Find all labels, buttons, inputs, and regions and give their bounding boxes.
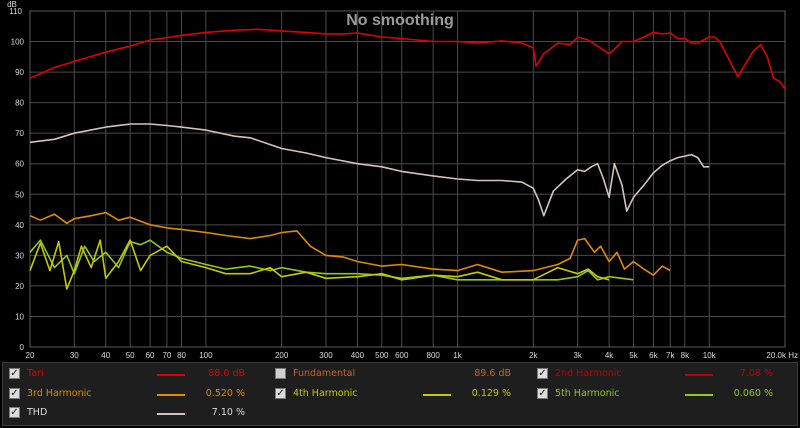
frequency-response-plot[interactable]: 0 10 20 30 40 50 60 70 80 90 100 110 20 30 40 50 60 70 80 1… [0, 0, 800, 362]
y-axis-unit: dB [7, 0, 17, 9]
legend-panel: ✓ Tari 88.0 dB Fundamental 89.6 dB ✓ 2nd Harmo… [2, 362, 798, 426]
x-tick-label: 200 [275, 351, 289, 360]
x-tick-label: 6k [649, 351, 658, 360]
legend-item-4th-harmonic: ✓ 4th Harmonic 0.129 % [275, 386, 525, 404]
legend-checkbox-tari[interactable]: ✓ [9, 368, 20, 379]
series-line-5th-harmonic [29, 239, 634, 281]
legend-label: 2nd Harmonic [555, 368, 622, 379]
x-tick-label: 7k [666, 351, 675, 360]
legend-swatch [685, 374, 713, 376]
y-tick-label: 0 [20, 343, 25, 352]
series-line-4th-harmonic [29, 239, 610, 290]
x-tick-label: 400 [351, 351, 365, 360]
x-tick-label: 2k [529, 351, 538, 360]
legend-value: 88.0 dB [208, 368, 245, 379]
x-tick-label: 40 [101, 351, 110, 360]
x-tick-label: 20 [26, 351, 35, 360]
legend-label: 4th Harmonic [293, 388, 358, 399]
chart-svg: 0 10 20 30 40 50 60 70 80 90 100 110 20 30 40 50 60 70 80 1… [7, 0, 798, 360]
chart-title: No smoothing [346, 12, 454, 29]
legend-swatch [157, 374, 185, 376]
y-tick-label: 40 [15, 221, 24, 230]
x-tick-label: 20.0k Hz [766, 351, 798, 360]
legend-value: 7.08 % [739, 368, 773, 379]
x-tick-label: 50 [126, 351, 135, 360]
legend-label: 5th Harmonic [555, 388, 620, 399]
legend-item-2nd-harmonic: ✓ 2nd Harmonic 7.08 % [537, 366, 787, 384]
legend-value: 0.520 % [205, 388, 245, 399]
x-tick-label: 3k [573, 351, 582, 360]
legend-item-tari: ✓ Tari 88.0 dB [9, 366, 259, 384]
legend-checkbox-5th-harmonic[interactable]: ✓ [537, 388, 548, 399]
y-tick-label: 10 [15, 312, 24, 321]
legend-swatch [423, 394, 451, 396]
y-tick-label: 70 [15, 129, 24, 138]
series-line-tari [29, 28, 786, 90]
y-tick-label: 90 [15, 68, 24, 77]
x-tick-label: 800 [427, 351, 441, 360]
legend-checkbox-3rd-harmonic[interactable]: ✓ [9, 388, 20, 399]
y-tick-label: 20 [15, 282, 24, 291]
y-tick-label: 60 [15, 160, 24, 169]
legend-label: Tari [27, 368, 44, 379]
x-tick-label: 8k [681, 351, 690, 360]
legend-checkbox-4th-harmonic[interactable]: ✓ [275, 388, 286, 399]
y-tick-label: 50 [15, 190, 24, 199]
x-tick-label: 600 [395, 351, 409, 360]
legend-value: 7.10 % [211, 407, 245, 418]
plot-border [29, 10, 786, 348]
y-tick-label: 30 [15, 251, 24, 260]
legend-checkbox-2nd-harmonic[interactable]: ✓ [537, 368, 548, 379]
legend-item-thd: ✓ THD 7.10 % [9, 405, 259, 423]
legend-label: Fundamental [293, 368, 356, 379]
x-tick-label: 300 [319, 351, 333, 360]
x-tick-label: 60 [146, 351, 155, 360]
legend-checkbox-thd[interactable]: ✓ [9, 407, 20, 418]
legend-checkbox-fundamental[interactable] [275, 368, 286, 379]
x-tick-label: 80 [177, 351, 186, 360]
series-line-3rd-harmonic [29, 211, 671, 277]
legend-swatch [157, 394, 185, 396]
legend-swatch [685, 394, 713, 396]
x-tick-label: 10k [703, 351, 717, 360]
series-line-thd [29, 123, 710, 217]
legend-value: 0.060 % [733, 388, 773, 399]
x-tick-label: 30 [70, 351, 79, 360]
x-tick-label: 1k [453, 351, 462, 360]
legend-label: THD [27, 407, 48, 418]
y-tick-label: 110 [9, 7, 22, 16]
x-tick-label: 5k [629, 351, 638, 360]
legend-label: 3rd Harmonic [27, 388, 92, 399]
legend-value: 89.6 dB [474, 368, 511, 379]
legend-item-fundamental: Fundamental 89.6 dB [275, 366, 525, 384]
x-tick-label: 100 [199, 351, 213, 360]
legend-item-3rd-harmonic: ✓ 3rd Harmonic 0.520 % [9, 386, 259, 404]
legend-item-5th-harmonic: ✓ 5th Harmonic 0.060 % [537, 386, 787, 404]
legend-swatch [157, 413, 185, 415]
y-tick-label: 100 [11, 38, 25, 47]
y-tick-label: 80 [15, 99, 24, 108]
x-tick-label: 70 [162, 351, 171, 360]
legend-value: 0.129 % [471, 388, 511, 399]
x-tick-label: 500 [375, 351, 389, 360]
x-tick-label: 4k [605, 351, 614, 360]
